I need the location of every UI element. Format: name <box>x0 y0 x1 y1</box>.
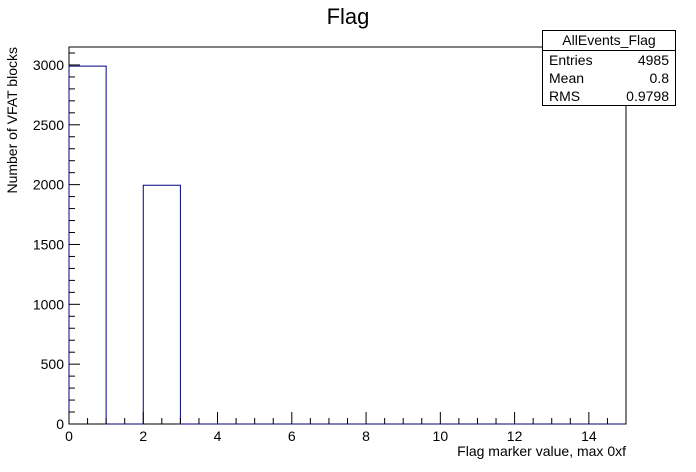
y-axis-ticks: 0 500 1000 1500 2000 2500 3000 <box>33 52 80 432</box>
y-tick-label: 0 <box>56 416 64 432</box>
stats-value: 0.9798 <box>626 88 669 104</box>
x-axis-ticks: 0 2 4 6 8 10 12 14 <box>65 412 627 444</box>
histogram-bars <box>68 65 626 425</box>
stats-value: 0.8 <box>649 70 669 86</box>
y-tick-label: 2000 <box>33 177 64 193</box>
stats-box-title: AllEvents_Flag <box>543 31 675 51</box>
y-tick-label: 3000 <box>33 57 64 73</box>
chart-title: Flag <box>327 4 370 29</box>
y-tick-label: 1500 <box>33 236 64 252</box>
x-tick-label: 0 <box>65 428 73 444</box>
stats-label: RMS <box>549 88 581 104</box>
stats-row-rms: RMS 0.9798 <box>543 87 675 105</box>
y-axis-label: Number of VFAT blocks <box>4 47 20 194</box>
stats-row-mean: Mean 0.8 <box>543 69 675 87</box>
x-tick-label: 10 <box>433 428 449 444</box>
x-tick-label: 8 <box>362 428 370 444</box>
histogram-bin <box>69 66 106 424</box>
x-axis-label: Flag marker value, max 0xf <box>457 443 626 459</box>
stats-value: 4985 <box>637 52 669 68</box>
y-tick-label: 2500 <box>33 117 64 133</box>
x-tick-label: 12 <box>507 428 523 444</box>
x-tick-label: 2 <box>139 428 147 444</box>
y-tick-label: 500 <box>41 356 65 372</box>
histogram-outline <box>68 65 626 425</box>
stats-label: Mean <box>549 70 585 86</box>
x-tick-label: 4 <box>214 428 222 444</box>
stats-label: Entries <box>549 52 593 68</box>
stats-row-entries: Entries 4985 <box>543 51 675 69</box>
histogram-bin <box>143 185 180 424</box>
y-tick-label: 1000 <box>33 296 64 312</box>
x-tick-label: 14 <box>581 428 597 444</box>
stats-box: AllEvents_Flag Entries 4985 Mean 0.8 RMS… <box>542 30 676 106</box>
x-tick-label: 6 <box>288 428 296 444</box>
